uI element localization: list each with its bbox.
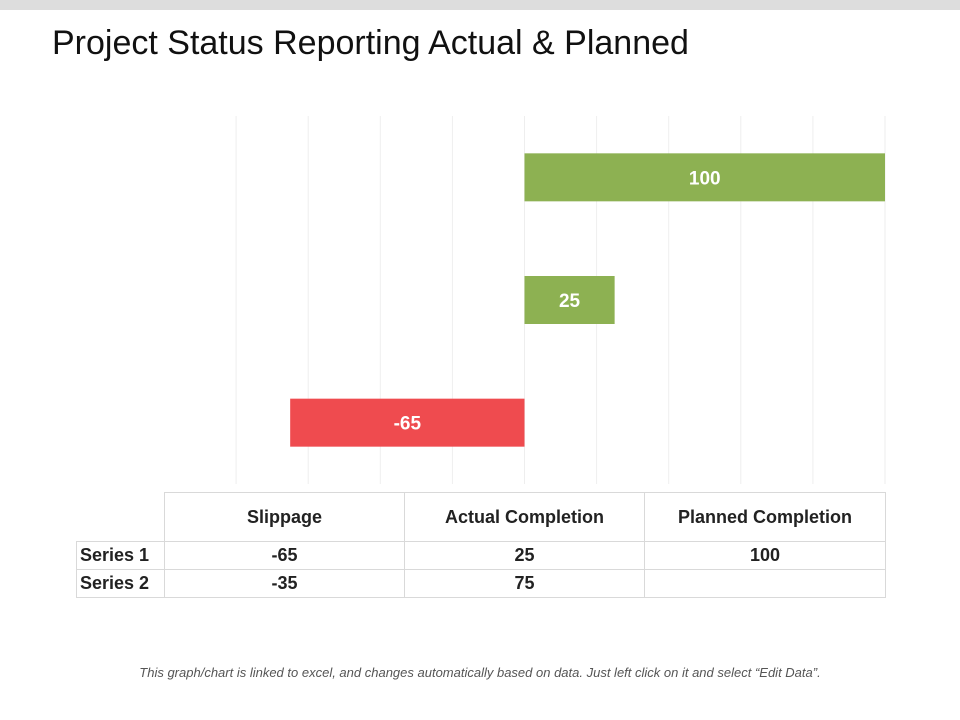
table-cell: -35	[164, 569, 405, 598]
table-corner-cell	[76, 492, 165, 542]
bar-data-label: 25	[559, 291, 581, 312]
footnote: This graph/chart is linked to excel, and…	[139, 665, 821, 680]
table-row-series-2: Series 2 -35 75	[76, 569, 886, 598]
table-cell: 100	[644, 541, 886, 570]
table-cell: 75	[404, 569, 645, 598]
bar-data-label: 100	[689, 168, 721, 189]
table-header-planned-completion: Planned Completion	[644, 492, 886, 542]
table-header-actual-completion: Actual Completion	[404, 492, 645, 542]
table-row-series-1: Series 1 -65 25 100	[76, 541, 886, 570]
bar-data-label: -65	[394, 414, 422, 435]
page-title: Project Status Reporting Actual & Planne…	[52, 24, 689, 62]
table-cell	[644, 569, 886, 598]
data-table: Slippage Actual Completion Planned Compl…	[76, 492, 886, 598]
bar-actual-completion	[524, 276, 615, 324]
bars: -65 25 100	[290, 153, 885, 447]
table-header-slippage: Slippage	[164, 492, 405, 542]
bar-slippage	[290, 398, 525, 447]
table-header-row: Slippage Actual Completion Planned Compl…	[76, 492, 886, 542]
bar-planned-completion	[524, 153, 885, 202]
table-cell: -65	[164, 541, 405, 570]
table-cell: 25	[404, 541, 645, 570]
table-row-label: Series 1	[76, 541, 165, 570]
table-row-label: Series 2	[76, 569, 165, 598]
top-accent-bar	[0, 0, 960, 10]
